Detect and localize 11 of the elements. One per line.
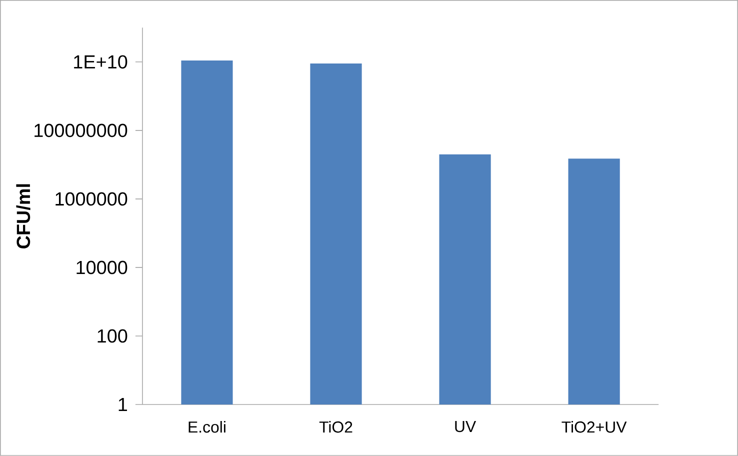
x-tick-label: TiO2+UV bbox=[562, 421, 627, 433]
y-tick-label: 1 bbox=[118, 398, 127, 412]
y-tick-label: 1000000 bbox=[56, 192, 128, 206]
x-tick-label: UV bbox=[455, 421, 476, 432]
y-tick-label: 100000000 bbox=[34, 124, 128, 138]
y-axis-title: CFU/ml bbox=[16, 184, 30, 248]
y-tick-label: 100 bbox=[98, 329, 128, 343]
y-tick-label: 1E+10 bbox=[74, 55, 128, 69]
x-tick-label: E.coli bbox=[188, 421, 226, 433]
x-tick-label: TiO2 bbox=[319, 421, 352, 433]
y-tick-label: 10000 bbox=[76, 260, 128, 274]
